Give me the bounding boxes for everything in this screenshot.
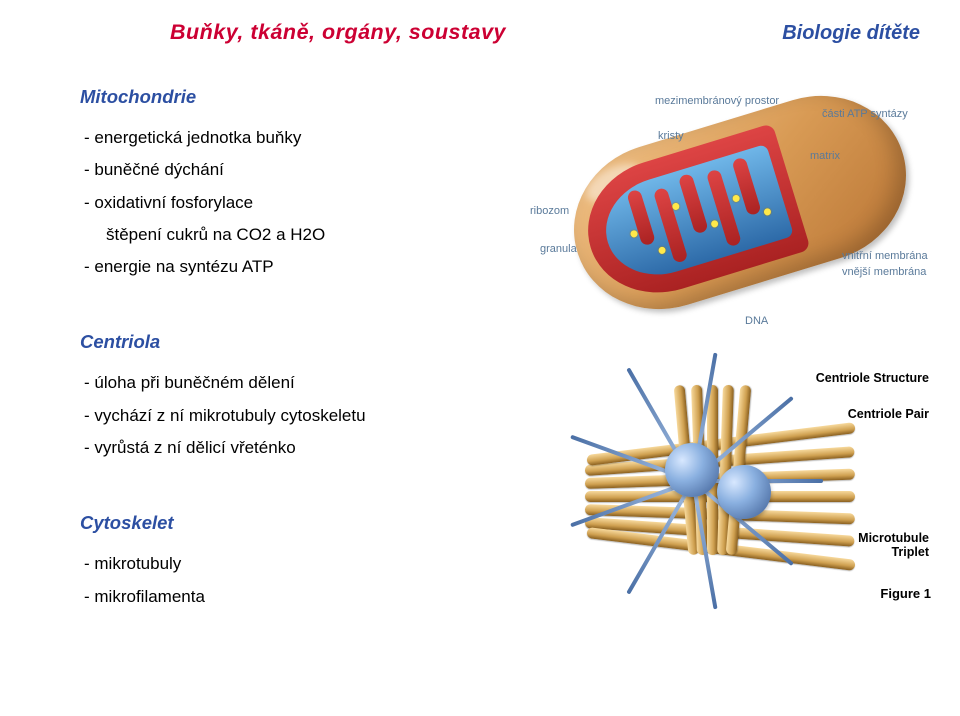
mito-matrix xyxy=(594,144,794,288)
header: Buňky, tkáně, orgány, soustavy Biologie … xyxy=(80,20,900,60)
label-vnitrni: vnitřní membrána xyxy=(842,250,928,262)
mito-granule xyxy=(658,246,667,255)
slide: Buňky, tkáně, orgány, soustavy Biologie … xyxy=(0,0,960,716)
label-atp: části ATP syntázy xyxy=(822,108,908,120)
mito-crista xyxy=(626,189,656,247)
heading-mitochondrie: Mitochondrie xyxy=(80,86,480,108)
page-subtitle: Biologie dítěte xyxy=(782,22,920,45)
list-item: energie na syntézu ATP xyxy=(84,251,480,283)
mito-crista xyxy=(678,173,709,234)
centriole-hub xyxy=(717,465,771,519)
list-centriola: úloha při buněčném dělení vychází z ní m… xyxy=(84,367,480,464)
figure-centriole: Centriole Structure Centriole Pair Micro… xyxy=(565,365,935,605)
label-mezimembranovy: mezimembránový prostor xyxy=(655,95,779,107)
page-title: Buňky, tkáně, orgány, soustavy xyxy=(170,20,506,45)
label-matrix: matrix xyxy=(810,150,840,162)
list-item: mikrofilamenta xyxy=(84,581,480,613)
label-figure-number: Figure 1 xyxy=(880,586,931,601)
heading-cytoskelet: Cytoskelet xyxy=(80,512,480,534)
label-line: Microtubule xyxy=(858,531,929,545)
list-cytoskelet: mikrotubuly mikrofilamenta xyxy=(84,548,480,613)
left-column: Mitochondrie energetická jednotka buňky … xyxy=(80,86,480,613)
label-centriole-structure: Centriole Structure xyxy=(816,371,929,385)
mito-granule xyxy=(671,202,680,211)
mito-granule xyxy=(763,208,772,217)
list-item: vyrůstá z ní dělicí vřeténko xyxy=(84,432,480,464)
label-microtubule-triplet: Microtubule Triplet xyxy=(858,531,929,559)
list-mitochondrie: energetická jednotka buňky buněčné dýchá… xyxy=(84,122,480,283)
label-line: Triplet xyxy=(891,545,929,559)
heading-centriola: Centriola xyxy=(80,331,480,353)
label-dna: DNA xyxy=(745,315,768,327)
mito-granule xyxy=(732,194,741,203)
label-ribozom: ribozom xyxy=(530,205,569,217)
list-item: úloha při buněčném dělení xyxy=(84,367,480,399)
centriole-hub xyxy=(665,443,719,497)
list-subitem: štěpení cukrů na CO2 a H2O xyxy=(106,219,480,251)
mito-granule xyxy=(710,219,719,228)
label-granula: granula xyxy=(540,243,577,255)
figure-mitochondrion: mezimembránový prostor části ATP syntázy… xyxy=(510,70,940,330)
mito-cutaway xyxy=(571,123,810,311)
list-item: buněčné dýchání xyxy=(84,154,480,186)
list-item: oxidativní fosforylace xyxy=(84,187,480,219)
list-item: mikrotubuly xyxy=(84,548,480,580)
label-vnejsi: vnější membrána xyxy=(842,266,926,278)
centriole-body xyxy=(565,365,935,605)
mito-crista xyxy=(731,157,761,217)
list-item: energetická jednotka buňky xyxy=(84,122,480,154)
label-kristy: kristy xyxy=(658,130,684,142)
label-centriole-pair: Centriole Pair xyxy=(848,407,929,421)
list-item: vychází z ní mikrotubuly cytoskeletu xyxy=(84,400,480,432)
